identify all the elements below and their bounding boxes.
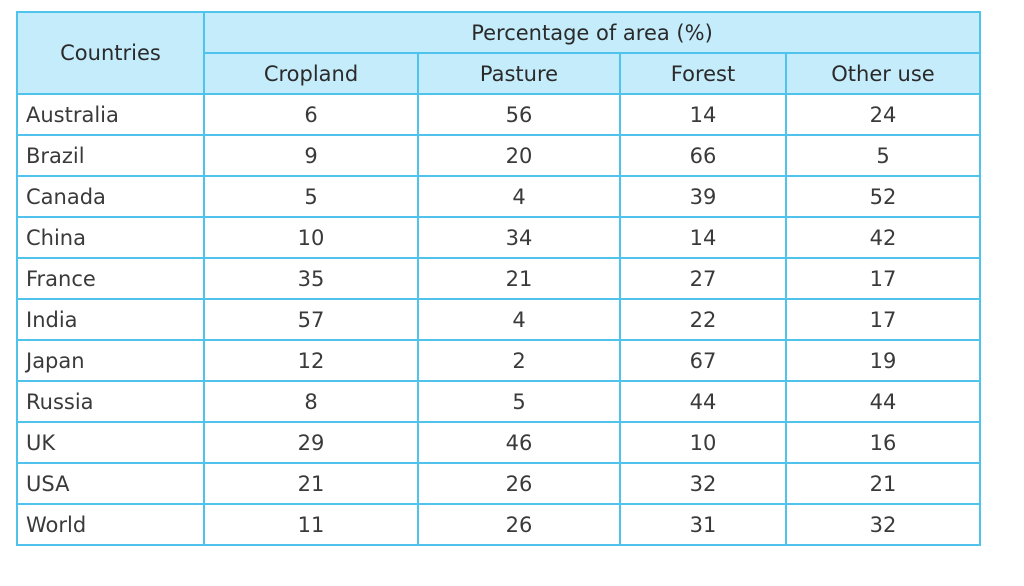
cropland-value-cell: 35 <box>203 257 419 300</box>
forest-value-cell: 32 <box>619 462 787 505</box>
forest-value-cell: 10 <box>619 421 787 464</box>
pasture-value-cell: 5 <box>417 380 621 423</box>
country-cell: Japan <box>16 339 205 382</box>
country-cell: World <box>16 503 205 546</box>
country-cell: India <box>16 298 205 341</box>
other-use-value-cell: 17 <box>785 257 981 300</box>
other-use-value-cell: 52 <box>785 175 981 218</box>
country-cell: USA <box>16 462 205 505</box>
percentage-group-header: Percentage of area (%) <box>203 11 981 54</box>
cropland-value-cell: 8 <box>203 380 419 423</box>
cropland-value-cell: 5 <box>203 175 419 218</box>
cropland-value-cell: 6 <box>203 93 419 136</box>
table-row: UK 29 46 10 16 <box>16 421 981 464</box>
cropland-value-cell: 57 <box>203 298 419 341</box>
forest-value-cell: 66 <box>619 134 787 177</box>
cropland-value-cell: 21 <box>203 462 419 505</box>
cropland-value-cell: 29 <box>203 421 419 464</box>
cropland-value-cell: 10 <box>203 216 419 259</box>
pasture-value-cell: 4 <box>417 175 621 218</box>
other-use-value-cell: 24 <box>785 93 981 136</box>
pasture-value-cell: 21 <box>417 257 621 300</box>
pasture-value-cell: 46 <box>417 421 621 464</box>
pasture-value-cell: 56 <box>417 93 621 136</box>
table-row: Russia 8 5 44 44 <box>16 380 981 423</box>
country-cell: Canada <box>16 175 205 218</box>
forest-value-cell: 14 <box>619 93 787 136</box>
country-cell: UK <box>16 421 205 464</box>
forest-value-cell: 14 <box>619 216 787 259</box>
column-header-other-use: Other use <box>785 52 981 95</box>
forest-value-cell: 31 <box>619 503 787 546</box>
country-cell: Brazil <box>16 134 205 177</box>
pasture-value-cell: 4 <box>417 298 621 341</box>
other-use-value-cell: 21 <box>785 462 981 505</box>
table-row: China 10 34 14 42 <box>16 216 981 259</box>
column-header-forest: Forest <box>619 52 787 95</box>
pasture-value-cell: 26 <box>417 503 621 546</box>
country-cell: France <box>16 257 205 300</box>
cropland-value-cell: 12 <box>203 339 419 382</box>
other-use-value-cell: 42 <box>785 216 981 259</box>
pasture-value-cell: 2 <box>417 339 621 382</box>
pasture-value-cell: 26 <box>417 462 621 505</box>
pasture-value-cell: 20 <box>417 134 621 177</box>
forest-value-cell: 27 <box>619 257 787 300</box>
table-row: World 11 26 31 32 <box>16 503 981 546</box>
other-use-value-cell: 44 <box>785 380 981 423</box>
table-row: Brazil 9 20 66 5 <box>16 134 981 177</box>
table-row: France 35 21 27 17 <box>16 257 981 300</box>
table-row: Canada 5 4 39 52 <box>16 175 981 218</box>
forest-value-cell: 39 <box>619 175 787 218</box>
cropland-value-cell: 9 <box>203 134 419 177</box>
table-row: Japan 12 2 67 19 <box>16 339 981 382</box>
country-cell: Russia <box>16 380 205 423</box>
table-body: Australia 6 56 14 24 Brazil 9 20 66 5 Canada 5 4 39 52… <box>16 93 981 546</box>
other-use-value-cell: 19 <box>785 339 981 382</box>
other-use-value-cell: 16 <box>785 421 981 464</box>
pasture-value-cell: 34 <box>417 216 621 259</box>
land-use-table: Countries Percentage of area (%) Croplan… <box>16 11 981 546</box>
country-cell: Australia <box>16 93 205 136</box>
table-row: Australia 6 56 14 24 <box>16 93 981 136</box>
table-row: USA 21 26 32 21 <box>16 462 981 505</box>
other-use-value-cell: 5 <box>785 134 981 177</box>
header-row-columns: Cropland Pasture Forest Other use <box>17 52 981 95</box>
countries-header: Countries <box>16 11 205 95</box>
header-row-top: Countries Percentage of area (%) <box>16 11 981 95</box>
table-row: India 57 4 22 17 <box>16 298 981 341</box>
forest-value-cell: 22 <box>619 298 787 341</box>
other-use-value-cell: 32 <box>785 503 981 546</box>
other-use-value-cell: 17 <box>785 298 981 341</box>
forest-value-cell: 67 <box>619 339 787 382</box>
cropland-value-cell: 11 <box>203 503 419 546</box>
column-header-pasture: Pasture <box>417 52 621 95</box>
country-cell: China <box>16 216 205 259</box>
forest-value-cell: 44 <box>619 380 787 423</box>
table-header: Countries Percentage of area (%) Croplan… <box>16 11 981 95</box>
column-header-cropland: Cropland <box>203 52 419 95</box>
